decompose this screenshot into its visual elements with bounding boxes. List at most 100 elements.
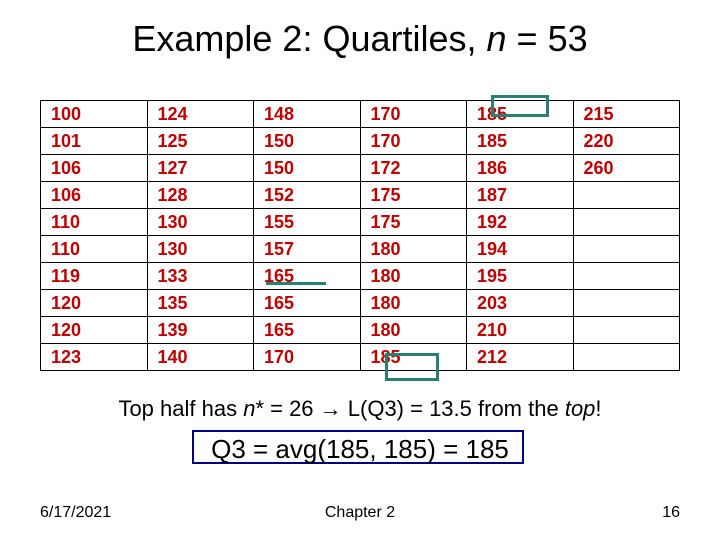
cell-value: 106 [41, 158, 81, 179]
caption-t3: L(Q3) = 13.5 from the [342, 396, 565, 421]
table-cell: 170 [360, 101, 467, 128]
cell-value: 125 [148, 131, 188, 152]
cell-value: 170 [361, 131, 401, 152]
table-cell: 170 [254, 344, 361, 371]
title-eq: = [507, 18, 548, 59]
cell-value: 127 [148, 158, 188, 179]
cell-value: 119 [41, 266, 80, 287]
cell-value: 120 [41, 293, 81, 314]
table-cell [573, 209, 680, 236]
cell-value: 175 [361, 212, 401, 233]
table-cell: 215 [573, 101, 680, 128]
q3-result: Q3 = avg(185, 185) = 185 [180, 434, 540, 465]
cell-value: 110 [41, 239, 80, 260]
cell-value: 165 [254, 293, 294, 314]
caption-line: Top half has n* = 26 → L(Q3) = 13.5 from… [0, 396, 720, 422]
footer-chapter: Chapter 2 [0, 504, 720, 522]
table-cell: 170 [360, 128, 467, 155]
table-cell: 180 [360, 263, 467, 290]
table-cell: 150 [254, 128, 361, 155]
cell-value: 187 [467, 185, 507, 206]
cell-value: 130 [148, 239, 188, 260]
table-row: 110 130 157 180194 [41, 236, 680, 263]
table-cell: 180 [360, 236, 467, 263]
cell-value: 180 [361, 320, 401, 341]
table-cell [573, 317, 680, 344]
caption-excl: ! [595, 396, 601, 421]
table-cell: 195 [467, 263, 574, 290]
table-cell: 106 [41, 182, 148, 209]
cell-value: 106 [41, 185, 81, 206]
cell-value: 170 [361, 104, 401, 125]
cell-value: 150 [254, 131, 294, 152]
caption-t2: * = 26 [255, 396, 319, 421]
table-cell: 119 [41, 263, 148, 290]
table-cell: 139 [147, 317, 254, 344]
table-cell: 148 [254, 101, 361, 128]
cell-value: 170 [254, 347, 294, 368]
table-cell: 110 [41, 209, 148, 236]
table-cell: 120 [41, 290, 148, 317]
table-cell: 203 [467, 290, 574, 317]
table-cell: 100 [41, 101, 148, 128]
cell-value: 128 [148, 185, 188, 206]
slide-title: Example 2: Quartiles, n = 53 [0, 18, 720, 60]
data-table: 1001241481701852151011251501701852201061… [40, 100, 680, 371]
table-cell: 187 [467, 182, 574, 209]
cell-value: 130 [148, 212, 188, 233]
table-cell [573, 182, 680, 209]
table-row: 123140170185212 [41, 344, 680, 371]
table-cell: 180 [360, 290, 467, 317]
table-cell [573, 344, 680, 371]
table-cell: 101 [41, 128, 148, 155]
cell-value: 124 [148, 104, 188, 125]
table-cell: 220 [573, 128, 680, 155]
table-row: 120 135165 180 203 [41, 290, 680, 317]
cell-value: 194 [467, 239, 507, 260]
cell-value: 260 [574, 158, 614, 179]
table-cell [573, 263, 680, 290]
table-row: 106 127 150172186260 [41, 155, 680, 182]
table-cell: 106 [41, 155, 148, 182]
table-cell: 150 [254, 155, 361, 182]
table-cell: 260 [573, 155, 680, 182]
table-cell: 172 [360, 155, 467, 182]
table-cell: 130 [147, 209, 254, 236]
cell-value: 220 [574, 131, 614, 152]
cell-value: 148 [254, 104, 294, 125]
cell-value: 133 [148, 266, 188, 287]
table-cell: 125 [147, 128, 254, 155]
cell-value: 140 [148, 347, 188, 368]
table-cell: 186 [467, 155, 574, 182]
cell-value: 203 [467, 293, 507, 314]
cell-value: 175 [361, 185, 401, 206]
right-arrow-icon: → [320, 396, 342, 422]
cell-value: 139 [148, 320, 188, 341]
cell-value: 101 [41, 131, 81, 152]
table-cell: 175 [360, 182, 467, 209]
table-cell: 135 [147, 290, 254, 317]
table-cell: 127 [147, 155, 254, 182]
table-cell: 165 [254, 263, 361, 290]
table-row: 100124148170185215 [41, 101, 680, 128]
table-cell: 133 [147, 263, 254, 290]
caption-nvar: n [243, 396, 255, 421]
table-row: 110130155175192 [41, 209, 680, 236]
highlight-box-top-185 [491, 95, 549, 117]
cell-value: 180 [361, 266, 401, 287]
table-cell: 152 [254, 182, 361, 209]
table-cell: 155 [254, 209, 361, 236]
cell-value: 157 [254, 239, 294, 260]
cell-value: 165 [254, 320, 294, 341]
caption-t1: Top half has [118, 396, 243, 421]
table-cell: 165 [254, 290, 361, 317]
cell-value: 185 [467, 131, 507, 152]
cell-value: 212 [467, 347, 507, 368]
cell-value: 155 [254, 212, 294, 233]
data-table-wrap: 1001241481701852151011251501701852201061… [40, 100, 680, 371]
cell-value: 152 [254, 185, 294, 206]
table-cell: 185 [467, 128, 574, 155]
cell-value: 180 [361, 293, 401, 314]
table-cell [573, 236, 680, 263]
cell-value: 123 [41, 347, 81, 368]
